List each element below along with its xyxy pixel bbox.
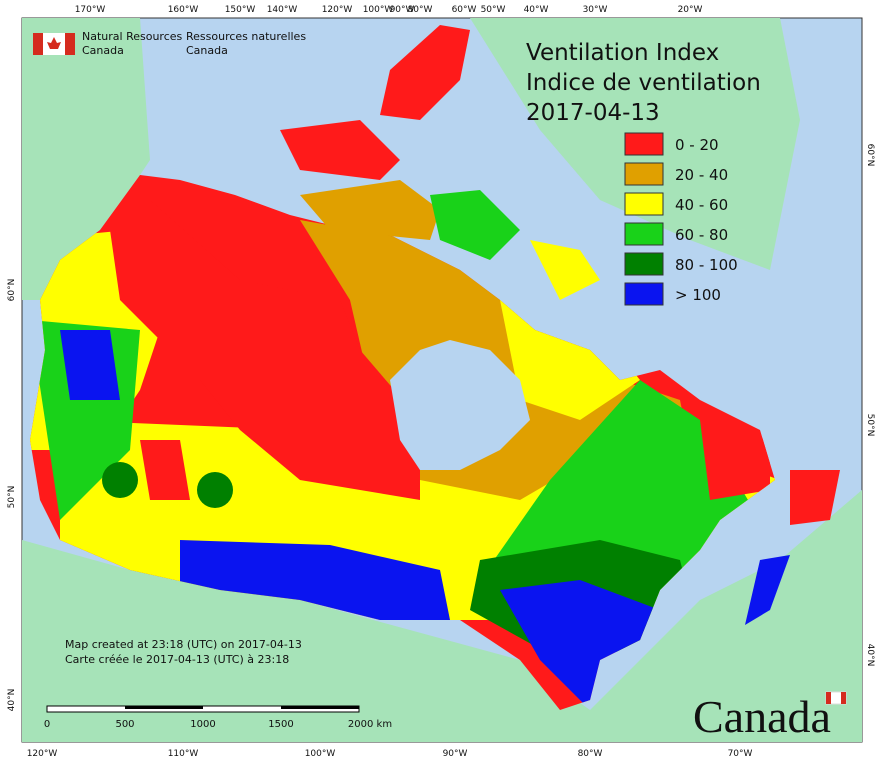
legend-label: > 100 xyxy=(675,286,721,304)
lat-label: 40°N xyxy=(7,689,17,712)
flag-bar xyxy=(33,33,43,55)
wordmark: Canada xyxy=(693,691,831,742)
title: 2017-04-13 xyxy=(526,100,660,126)
lon-label: 90°W xyxy=(443,749,468,759)
legend-label: 60 - 80 xyxy=(675,226,728,244)
lon-label: 140°W xyxy=(267,5,298,15)
island xyxy=(300,180,440,240)
region xyxy=(102,462,138,498)
lon-label: 40°W xyxy=(524,5,549,15)
lat-label: 60°N xyxy=(865,144,875,167)
flag-bar xyxy=(826,692,831,704)
lon-label: 60°W xyxy=(452,5,477,15)
scale-label: 500 xyxy=(115,719,134,730)
lon-label: 110°W xyxy=(168,749,199,759)
lat-label: 40°N xyxy=(865,644,875,667)
region xyxy=(500,300,640,420)
lon-label: 30°W xyxy=(583,5,608,15)
lon-label: 170°W xyxy=(75,5,106,15)
lon-label: 100°W xyxy=(305,749,336,759)
flag-bar xyxy=(65,33,75,55)
legend-swatch xyxy=(624,132,664,156)
scale-seg xyxy=(281,706,359,709)
legend-label: 80 - 100 xyxy=(675,256,738,274)
island xyxy=(430,190,520,260)
flag-bar xyxy=(841,692,846,704)
island xyxy=(530,240,600,300)
region xyxy=(110,200,420,500)
footer-note: Map created at 23:18 (UTC) on 2017-04-13 xyxy=(65,638,302,651)
maple-leaf xyxy=(47,37,61,49)
scale-label: 0 xyxy=(44,719,50,730)
legend-label: 0 - 20 xyxy=(675,136,719,154)
island xyxy=(280,120,400,180)
title: Indice de ventilation xyxy=(526,70,761,96)
legend-swatch xyxy=(624,192,664,216)
lon-label: 100°W xyxy=(363,5,394,15)
footer-note: Carte créée le 2017-04-13 (UTC) à 23:18 xyxy=(65,653,289,666)
lon-label: 70°W xyxy=(728,749,753,759)
scale-label: 1500 xyxy=(268,719,293,730)
newfoundland xyxy=(790,470,840,525)
org-en: Natural Resources xyxy=(82,30,183,43)
lon-label: 120°W xyxy=(322,5,353,15)
lon-label: 50°W xyxy=(481,5,506,15)
lon-label: 20°W xyxy=(678,5,703,15)
alaska xyxy=(22,18,150,300)
lon-label: 150°W xyxy=(225,5,256,15)
legend-swatch xyxy=(624,252,664,276)
hudson-bay xyxy=(390,340,530,470)
scale-seg xyxy=(125,706,203,709)
lat-label: 50°N xyxy=(865,414,875,437)
region xyxy=(140,440,190,500)
lon-label: 80°W xyxy=(578,749,603,759)
lon-label: 90°W xyxy=(390,5,415,15)
scale-label: 1000 xyxy=(190,719,215,730)
region xyxy=(700,420,770,500)
org-fr: Canada xyxy=(186,44,228,57)
title: Ventilation Index xyxy=(526,40,719,66)
usa xyxy=(22,490,862,742)
nova-scotia xyxy=(745,555,790,625)
lon-label: 160°W xyxy=(168,5,199,15)
island xyxy=(380,25,470,120)
org-fr: Ressources naturelles xyxy=(186,30,306,43)
lat-label: 60°N xyxy=(7,279,17,302)
region xyxy=(60,330,120,400)
legend-label: 20 - 40 xyxy=(675,166,728,184)
org-en: Canada xyxy=(82,44,124,57)
legend-label: 40 - 60 xyxy=(675,196,728,214)
region xyxy=(197,472,233,508)
lon-label: 120°W xyxy=(27,749,58,759)
lat-label: 50°N xyxy=(7,486,17,509)
legend-swatch xyxy=(624,282,664,306)
scale-label: 2000 km xyxy=(348,719,392,730)
lon-label: 80°W xyxy=(408,5,433,15)
legend-swatch xyxy=(624,222,664,246)
legend-swatch xyxy=(624,162,664,186)
